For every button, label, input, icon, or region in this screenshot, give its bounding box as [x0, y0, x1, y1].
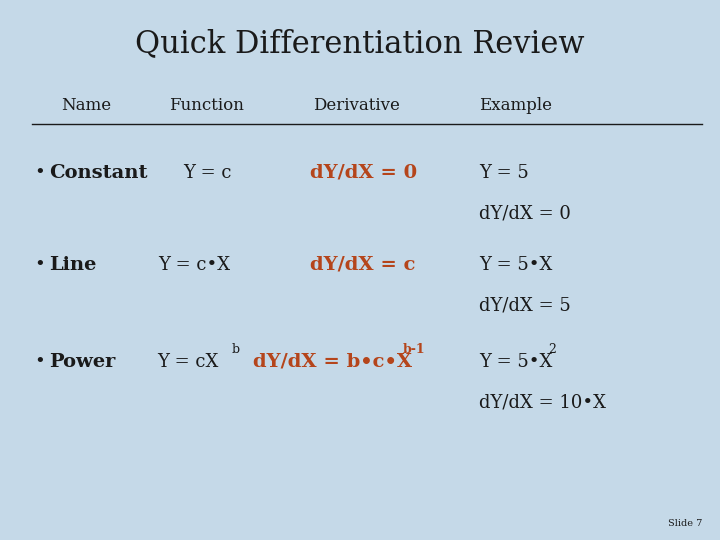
Text: •: • — [35, 164, 45, 182]
Text: dY/dX = c: dY/dX = c — [310, 255, 415, 274]
Text: Line: Line — [49, 255, 96, 274]
Text: dY/dX = 0: dY/dX = 0 — [310, 164, 417, 182]
Text: Constant: Constant — [49, 164, 148, 182]
Text: b: b — [231, 343, 239, 356]
Text: Derivative: Derivative — [313, 97, 400, 114]
Text: dY/dX = b•c•X: dY/dX = b•c•X — [253, 353, 413, 371]
Text: •: • — [35, 255, 45, 274]
Text: Quick Differentiation Review: Quick Differentiation Review — [135, 28, 585, 59]
Text: 2: 2 — [548, 343, 556, 356]
Text: Y = 5•X: Y = 5•X — [479, 353, 552, 371]
Text: Y = 5•X: Y = 5•X — [479, 255, 552, 274]
Text: Name: Name — [61, 97, 112, 114]
Text: Slide 7: Slide 7 — [667, 519, 702, 528]
Text: dY/dX = 10•X: dY/dX = 10•X — [479, 393, 606, 411]
Text: Function: Function — [169, 97, 244, 114]
Text: •: • — [35, 353, 45, 371]
Text: Power: Power — [49, 353, 115, 371]
Text: dY/dX = 5: dY/dX = 5 — [479, 296, 570, 314]
Text: Y = c: Y = c — [184, 164, 232, 182]
Text: Y = c•X: Y = c•X — [158, 255, 230, 274]
Text: b-1: b-1 — [402, 343, 425, 356]
Text: Y = 5: Y = 5 — [479, 164, 528, 182]
Text: Example: Example — [479, 97, 552, 114]
Text: dY/dX = 0: dY/dX = 0 — [479, 204, 571, 222]
Text: Y = cX: Y = cX — [157, 353, 218, 371]
